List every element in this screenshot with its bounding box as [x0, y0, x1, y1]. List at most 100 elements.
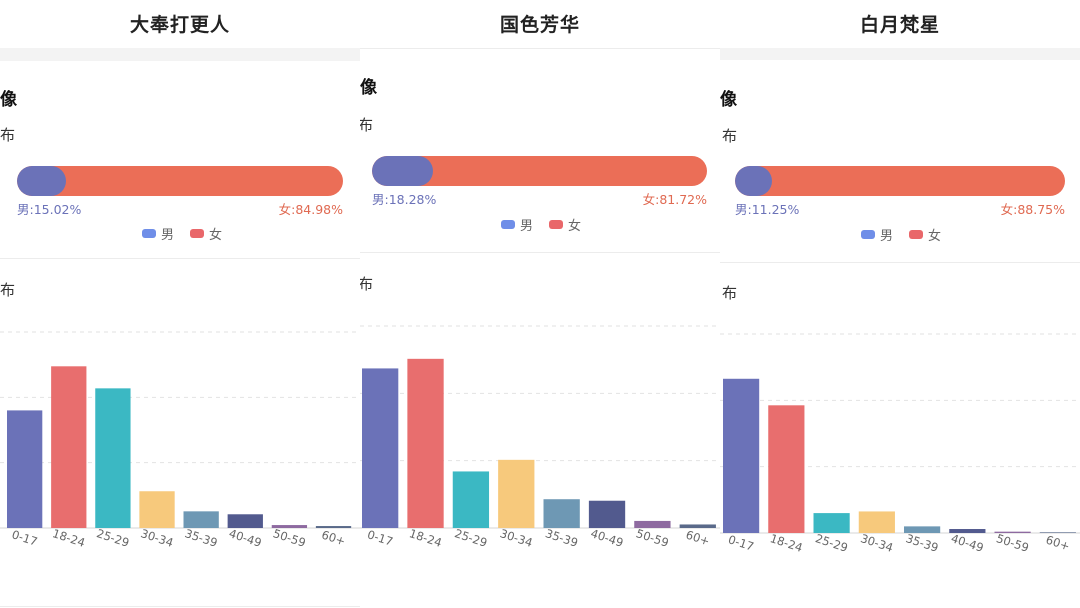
panel-title: 大奉打更人: [129, 14, 230, 36]
x-tick-label: 0-17: [10, 527, 39, 548]
female-percentage: 女:81.72%: [642, 192, 707, 207]
male-percentage: 男:15.02%: [17, 202, 82, 217]
legend-item-male[interactable]: 男: [861, 225, 893, 244]
gender-legend: 男 女: [501, 215, 597, 234]
legend-item-female[interactable]: 女: [190, 224, 222, 243]
age-bar-60+[interactable]: [1039, 532, 1076, 533]
legend-label-male: 男: [520, 219, 534, 234]
x-tick-label: 50-59: [995, 531, 1031, 555]
x-tick-label: 40-49: [589, 526, 625, 550]
age-bar-35-39[interactable]: [904, 526, 941, 533]
section-divider: [720, 262, 1080, 263]
gender-subheading: 布: [360, 116, 374, 134]
x-tick-label: 50-59: [634, 526, 670, 550]
legend-swatch-female: [909, 230, 924, 239]
x-tick-label: 60+: [684, 528, 711, 549]
female-percentage: 女:88.75%: [1000, 202, 1065, 217]
age-distribution-chart: 0-17 18-24 25-29 30-34 35-39 40-49 50-59 60+: [0, 331, 360, 550]
legend-label-female: 女: [209, 228, 223, 243]
gender-ratio-bar: [735, 166, 1065, 196]
legend-label-male: 男: [880, 229, 894, 244]
x-tick-label: 50-59: [271, 526, 307, 550]
x-tick-label: 18-24: [51, 526, 87, 550]
x-tick-label: 60+: [1044, 533, 1071, 554]
legend-swatch-female: [190, 229, 205, 238]
divider-band: [720, 48, 1080, 60]
x-tick-label: 18-24: [768, 531, 804, 555]
female-percentage: 女:84.98%: [278, 202, 343, 217]
gender-ratio-bar: [17, 166, 343, 196]
age-distribution-chart: 0-17 18-24 25-29 30-34 35-39 40-49 50-59 60+: [720, 333, 1080, 555]
x-tick-label: 35-39: [544, 526, 580, 550]
x-tick-label: 35-39: [904, 531, 940, 555]
x-tick-label: 25-29: [453, 526, 489, 550]
age-bar-40-49[interactable]: [227, 514, 263, 528]
age-bar-0-17[interactable]: [723, 378, 760, 533]
age-bar-25-29[interactable]: [813, 513, 850, 533]
gender-male-segment: [735, 166, 773, 196]
section-heading: 画像: [720, 90, 737, 110]
legend-swatch-male: [861, 230, 875, 239]
legend-label-female: 女: [568, 219, 582, 234]
age-bar-25-29[interactable]: [95, 388, 131, 528]
legend-item-female[interactable]: 女: [549, 215, 581, 234]
x-tick-label: 25-29: [95, 526, 131, 550]
x-tick-label: 30-34: [859, 531, 895, 555]
x-tick-label: 40-49: [227, 526, 263, 550]
age-bar-60+[interactable]: [679, 524, 716, 528]
age-bar-0-17[interactable]: [362, 368, 399, 528]
age-bar-25-29[interactable]: [452, 471, 490, 528]
x-tick-label: 30-34: [498, 526, 534, 550]
age-bar-30-34[interactable]: [139, 491, 175, 528]
age-bar-40-49[interactable]: [949, 529, 986, 533]
gender-male-segment: [372, 156, 434, 186]
title-divider: [360, 48, 720, 49]
age-bar-50-59[interactable]: [271, 525, 308, 528]
legend-swatch-male: [142, 229, 156, 238]
age-subheading: 布: [360, 275, 374, 293]
x-tick-label: 35-39: [183, 526, 219, 550]
x-tick-label: 18-24: [407, 526, 443, 550]
panel-1: 大奉打更人 画像 分布 男:15.02% 女:84.98% 男 女 分布 0-1…: [0, 0, 360, 608]
legend-swatch-female: [549, 220, 564, 229]
x-tick-label: 60+: [320, 528, 347, 549]
section-heading: 画像: [360, 78, 377, 98]
age-subheading: 分布: [0, 281, 16, 299]
x-tick-label: 0-17: [727, 532, 756, 553]
legend-swatch-male: [501, 220, 515, 229]
age-bar-18-24[interactable]: [768, 405, 805, 533]
age-bar-18-24[interactable]: [51, 366, 87, 528]
panel-bottom-line: [0, 606, 360, 607]
legend-item-male[interactable]: 男: [501, 215, 533, 234]
male-percentage: 男:11.25%: [735, 202, 800, 217]
legend-label-female: 女: [928, 229, 942, 244]
age-bar-50-59[interactable]: [634, 520, 671, 528]
x-tick-label: 25-29: [814, 531, 850, 555]
age-bar-50-59[interactable]: [994, 531, 1031, 533]
panel-title: 国色芳华: [499, 14, 580, 36]
gender-male-segment: [17, 166, 66, 196]
legend-item-female[interactable]: 女: [909, 225, 941, 244]
gender-subheading: 布: [722, 127, 738, 145]
age-bar-18-24[interactable]: [407, 358, 444, 528]
section-divider: [0, 258, 360, 259]
panel-3: 白月梵星 画像 布 男:11.25% 女:88.75% 男 女 布 0-17 18…: [720, 0, 1080, 608]
x-tick-label: 40-49: [949, 531, 985, 555]
age-bar-30-34[interactable]: [498, 459, 535, 528]
age-distribution-chart: 0-17 18-24 25-29 30-34 35-39 40-49 50-59 60+: [360, 325, 720, 550]
age-bar-35-39[interactable]: [183, 511, 219, 528]
gender-legend: 男 女: [861, 225, 957, 244]
age-bar-35-39[interactable]: [543, 499, 580, 528]
age-bar-60+[interactable]: [315, 526, 352, 528]
section-heading: 画像: [0, 90, 17, 110]
age-bar-40-49[interactable]: [588, 500, 626, 528]
age-subheading: 布: [722, 284, 738, 302]
x-tick-label: 30-34: [139, 526, 175, 550]
panel-2: 国色芳华 画像 布 男:18.28% 女:81.72% 男 女 布 0-17 18…: [360, 0, 720, 608]
divider-band: [0, 48, 360, 61]
gender-subheading: 分布: [0, 126, 16, 144]
age-bar-0-17[interactable]: [7, 410, 43, 528]
age-bar-30-34[interactable]: [858, 511, 895, 533]
legend-item-male[interactable]: 男: [142, 224, 174, 243]
x-tick-label: 0-17: [366, 527, 395, 548]
